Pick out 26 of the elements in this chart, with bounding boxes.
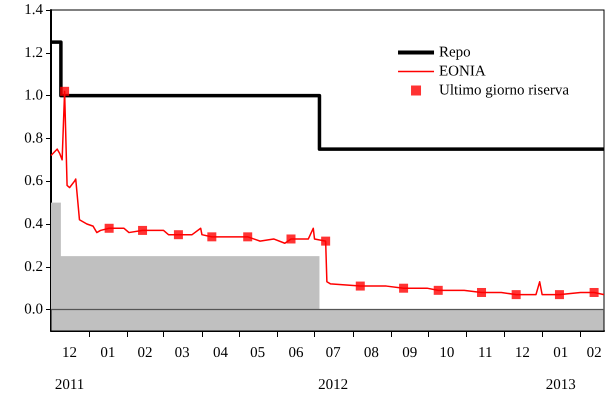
y-tick-label: 0.2: [24, 258, 43, 275]
x-tick-label: 02: [586, 345, 602, 361]
x-tick-label: 11: [478, 345, 492, 361]
x-tick-label: 12: [514, 345, 530, 361]
x-tick-label: 10: [439, 345, 454, 361]
y-tick-label: 1.4: [24, 2, 44, 18]
y-tick-label: 1.0: [24, 88, 43, 104]
x-tick-label: 04: [212, 345, 228, 361]
y-tick-label: 0.8: [24, 130, 43, 146]
x-tick-label: 02: [138, 345, 153, 361]
x-tick-label: 01 2013: [546, 345, 576, 393]
y-tick-label: 0.0: [24, 302, 43, 318]
x-tick-label: 12 2011: [54, 345, 84, 393]
x-tick-label: 09: [402, 345, 418, 361]
x-tick-label: 06: [288, 345, 304, 361]
x-tick-label: 07 2012: [318, 345, 348, 393]
legend-label: Repo: [439, 44, 471, 60]
y-tick-label: 0.6: [24, 173, 44, 190]
legend-label: EONIA: [439, 64, 486, 80]
x-tick-label: 08: [364, 345, 379, 361]
y-tick-label: 0.4: [24, 216, 44, 232]
x-tick-label: 05: [250, 345, 266, 361]
x-tick-label: 01: [100, 345, 116, 361]
legend-label: Ultimo giorno riserva: [439, 82, 570, 98]
y-tick-label: 1.2: [24, 44, 43, 61]
x-tick-label: 03: [174, 345, 190, 361]
